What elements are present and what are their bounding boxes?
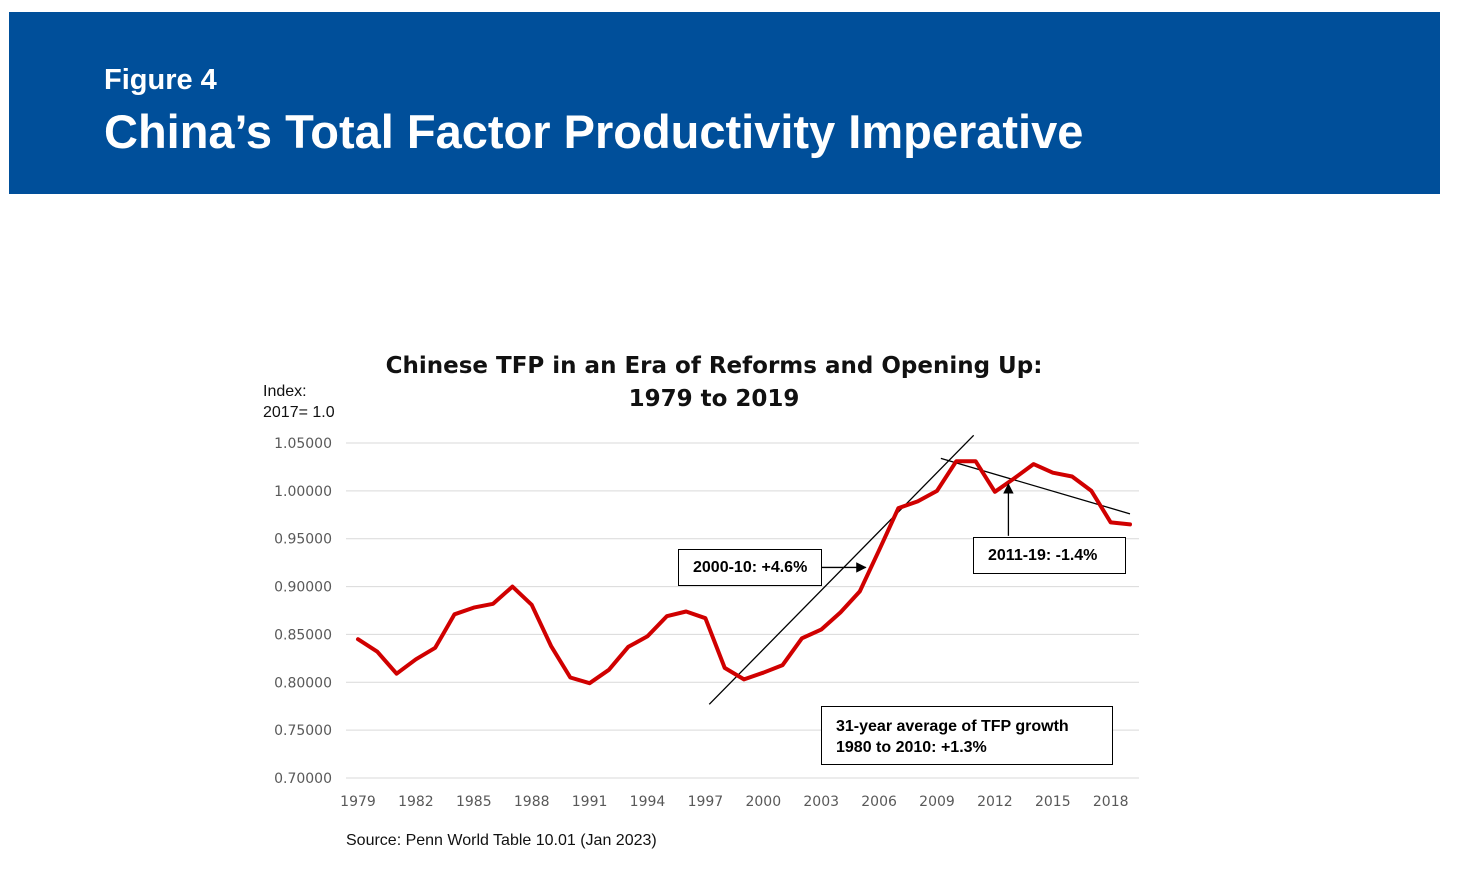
y-axis-label: Index: 2017= 1.0: [263, 381, 335, 423]
x-tick-label: 1991: [572, 794, 608, 810]
x-tick-label: 1979: [340, 794, 376, 810]
x-tick-label: 2015: [1035, 794, 1071, 810]
x-tick-label: 1985: [456, 794, 492, 810]
x-tick-label: 1997: [688, 794, 724, 810]
chart-title-line-2: 1979 to 2019: [628, 386, 800, 412]
callout-31-year-line-1: 31-year average of TFP growth: [836, 718, 1069, 735]
header-banner: [9, 12, 1440, 194]
y-tick-label: 0.90000: [274, 580, 332, 596]
callout-2000-10: 2000-10: +4.6%: [678, 549, 822, 586]
figure-label: Figure 4: [104, 64, 217, 96]
x-tick-label: 2018: [1093, 794, 1129, 810]
callout-31-year-average: 31-year average of TFP growth 1980 to 20…: [821, 706, 1113, 765]
y-tick-label: 0.95000: [274, 532, 332, 548]
x-tick-label: 2009: [919, 794, 955, 810]
y-tick-label: 1.05000: [274, 436, 332, 452]
y-axis-label-line-1: Index:: [263, 383, 307, 400]
x-tick-label: 2006: [861, 794, 897, 810]
x-tick-label: 2003: [803, 794, 839, 810]
y-tick-label: 0.85000: [274, 627, 332, 643]
callout-31-year-line-2: 1980 to 2010: +1.3%: [836, 739, 987, 756]
callout-2011-19: 2011-19: -1.4%: [973, 537, 1126, 574]
y-tick-label: 0.70000: [274, 771, 332, 787]
y-tick-label: 0.80000: [274, 675, 332, 691]
x-tick-label: 2000: [745, 794, 781, 810]
x-tick-label: 1988: [514, 794, 550, 810]
x-tick-label: 2012: [977, 794, 1013, 810]
x-tick-label: 1982: [398, 794, 434, 810]
y-tick-label: 1.00000: [274, 484, 332, 500]
tfp-series-line: [356, 459, 1132, 686]
chart-title-line-1: Chinese TFP in an Era of Reforms and Ope…: [385, 353, 1043, 379]
figure-title: China’s Total Factor Productivity Impera…: [104, 105, 1084, 158]
trend-line-2000-10: [708, 434, 975, 705]
y-tick-label: 0.75000: [274, 723, 332, 739]
source-note: Source: Penn World Table 10.01 (Jan 2023…: [346, 832, 657, 849]
chart-title: Chinese TFP in an Era of Reforms and Ope…: [380, 350, 1048, 416]
x-tick-label: 1994: [630, 794, 666, 810]
y-axis-label-line-2: 2017= 1.0: [263, 404, 335, 421]
